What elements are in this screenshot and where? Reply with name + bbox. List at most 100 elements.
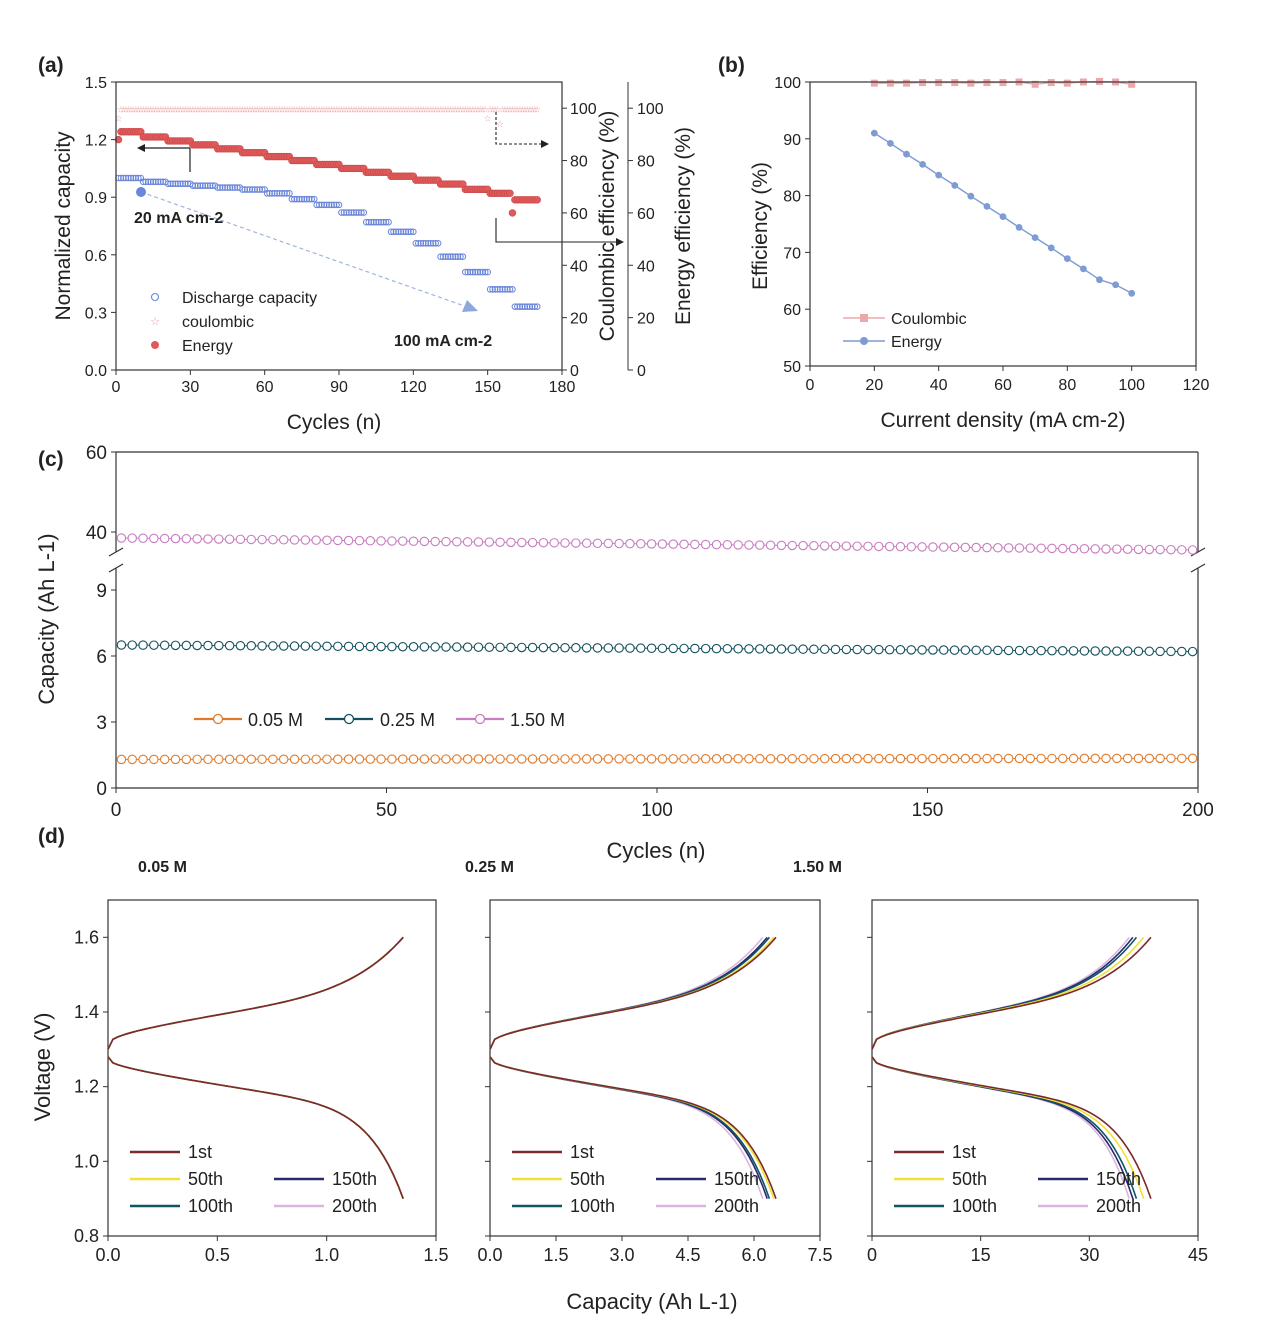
- a-capacity-point: [206, 182, 214, 189]
- a-coulombic-point: ☆: [256, 105, 264, 115]
- c-series-point-1: [906, 645, 917, 655]
- a-capacity-point: [360, 209, 368, 216]
- c-series-point-0: [668, 754, 678, 764]
- a-coulombic-point: ☆: [394, 105, 402, 115]
- a-capacity-point: [479, 268, 487, 276]
- c-series-point-1: [657, 643, 668, 654]
- c-series-point-1: [246, 641, 257, 651]
- c-series-point-0: [722, 754, 733, 764]
- a-capacity-point: [219, 184, 226, 191]
- c-series-point-0: [625, 754, 635, 764]
- a-capacity-point: [221, 184, 229, 191]
- a-capacity-point: [471, 268, 479, 276]
- c-series-point-0: [159, 754, 170, 765]
- c-series-point-0: [1144, 753, 1155, 764]
- b-energy-point: [1112, 281, 1119, 289]
- a-coulombic-point: ☆: [337, 105, 345, 115]
- c-series-point-2: [928, 542, 938, 552]
- c-xtick-label: 100: [641, 800, 673, 821]
- a-capacity-point: [125, 174, 132, 182]
- c-series-point-1: [679, 643, 689, 654]
- c-series-point-0: [646, 754, 657, 764]
- c-series-point-2: [971, 542, 981, 553]
- c-series-point-0: [484, 754, 495, 764]
- a-coulombic-point: ☆: [454, 105, 462, 115]
- a-capacity-point: [253, 186, 261, 193]
- c-series-point-2: [819, 541, 830, 551]
- a-capacity-point: [216, 184, 224, 191]
- a-coulombic-point: ☆: [392, 105, 400, 115]
- c-series-point-1: [830, 644, 841, 655]
- a-capacity-point: [484, 268, 491, 276]
- panel-c-xlabel: Cycles (n): [606, 838, 705, 863]
- c-series-point-2: [257, 534, 267, 545]
- c-series-point-1: [1003, 645, 1014, 656]
- b-coulombic-point: [1063, 79, 1071, 87]
- c-series-point-2: [538, 537, 549, 548]
- a-coulombic-point: ☆: [157, 105, 165, 115]
- a-coulombic-point: ☆: [412, 105, 420, 115]
- a-coulombic-point: ☆: [290, 105, 298, 115]
- c-series-point-2: [603, 538, 614, 549]
- a-coulombic-point: ☆: [375, 105, 383, 115]
- a-coulombic-point: ☆: [179, 105, 187, 115]
- c-series-point-1: [1177, 646, 1187, 657]
- a-coulombic-point: ☆: [233, 105, 241, 115]
- c-series-point-0: [322, 754, 332, 764]
- c-series-point-0: [365, 754, 376, 764]
- c-series-point-2: [1133, 544, 1144, 555]
- panel-b-xlabel: Current density (mA cm-2): [880, 409, 1125, 432]
- a-coulombic-point: ☆: [464, 105, 472, 115]
- c-series-point-1: [841, 644, 852, 655]
- a-capacity-point: [392, 228, 400, 236]
- a-coulombic-point: ☆: [263, 105, 271, 115]
- a-capacity-point: [390, 228, 397, 236]
- a-y3tick-label: 20: [637, 311, 655, 328]
- c-series-line-2: [121, 537, 1193, 551]
- a-coulombic-point: ☆: [162, 105, 170, 115]
- c-series-point-2: [679, 539, 689, 550]
- c-series-point-0: [538, 754, 549, 764]
- c-series-point-2: [711, 539, 722, 550]
- a-capacity-point: [172, 180, 179, 188]
- a-capacity-point: [278, 190, 286, 197]
- c-series-point-1: [516, 642, 527, 653]
- a-capacity-point: [271, 190, 278, 197]
- b-coulombic-point: [1128, 80, 1136, 88]
- c-series-point-2: [1122, 544, 1133, 554]
- a-capacity-point: [365, 218, 373, 226]
- a-capacity-point: [380, 218, 387, 226]
- a-coulombic-point: ☆: [427, 105, 435, 115]
- a-coulombic-point: ☆: [501, 105, 509, 115]
- b-ytick-label: 60: [783, 302, 801, 319]
- c-series-point-2: [506, 537, 516, 548]
- a-capacity-point: [199, 182, 207, 189]
- c-series-point-2: [1187, 545, 1198, 555]
- d-discharge-curve-1-0: [489, 1056, 777, 1199]
- c-series-point-0: [1058, 753, 1068, 764]
- c-series-point-2: [203, 534, 213, 544]
- c-series-point-1: [1166, 646, 1176, 657]
- a-coulombic-point: ☆: [214, 105, 222, 115]
- a-coulombic-point: ☆: [228, 105, 236, 115]
- a-coulombic-point: ☆: [434, 105, 442, 115]
- a-arrow-left-head: [137, 144, 145, 152]
- b-energy-point: [887, 139, 894, 147]
- a-coulombic-point: ☆: [226, 105, 234, 115]
- d-legend-label-50th: 50th: [188, 1169, 223, 1189]
- d-xtick-label: 0.0: [477, 1245, 502, 1265]
- d-legend-label-50th: 50th: [952, 1169, 987, 1189]
- a-coulombic-point: ☆: [402, 105, 410, 115]
- a-coulombic-point: ☆: [114, 115, 122, 125]
- c-series-point-1: [408, 642, 419, 652]
- d-ytick-label: 1.6: [74, 927, 99, 947]
- d-charge-curve-2-3: [871, 936, 1134, 1050]
- panel-d-title-005m: 0.05 M: [138, 859, 187, 876]
- d-charge-curve-0-3: [107, 936, 404, 1050]
- c-series-point-2: [906, 542, 917, 552]
- a-capacity-point: [144, 178, 152, 186]
- a-coulombic-point: ☆: [496, 120, 504, 130]
- a-capacity-point: [231, 184, 239, 191]
- c-series-point-1: [452, 642, 462, 652]
- d-legend-label-200th: 200th: [1096, 1196, 1141, 1216]
